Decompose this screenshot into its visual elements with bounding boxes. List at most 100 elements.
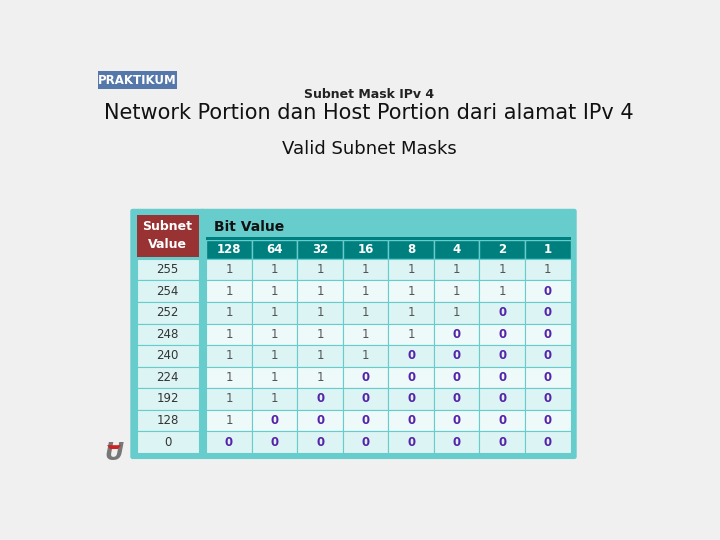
- Bar: [252, 323, 297, 345]
- Text: 1: 1: [225, 414, 233, 427]
- Bar: [343, 302, 388, 323]
- Bar: [434, 280, 480, 302]
- Text: 0: 0: [361, 393, 369, 406]
- Bar: [137, 280, 199, 302]
- Text: 0: 0: [361, 414, 369, 427]
- Bar: [206, 345, 252, 367]
- Bar: [480, 240, 525, 259]
- Bar: [343, 280, 388, 302]
- Text: 0: 0: [544, 393, 552, 406]
- Text: 1: 1: [408, 285, 415, 298]
- Text: 0: 0: [544, 414, 552, 427]
- Bar: [252, 431, 297, 453]
- Bar: [137, 256, 199, 259]
- Bar: [388, 410, 434, 431]
- Bar: [343, 410, 388, 431]
- Text: 1: 1: [408, 306, 415, 319]
- Text: 1: 1: [362, 285, 369, 298]
- Text: 1: 1: [316, 285, 324, 298]
- Text: 16: 16: [357, 242, 374, 256]
- Text: 0: 0: [361, 436, 369, 449]
- Bar: [525, 323, 570, 345]
- Bar: [480, 367, 525, 388]
- Text: 1: 1: [316, 349, 324, 362]
- Bar: [388, 388, 434, 410]
- Text: 8: 8: [407, 242, 415, 256]
- Bar: [434, 240, 480, 259]
- Bar: [252, 388, 297, 410]
- Bar: [297, 240, 343, 259]
- Bar: [297, 410, 343, 431]
- Bar: [137, 215, 199, 259]
- Bar: [343, 367, 388, 388]
- Text: 1: 1: [408, 328, 415, 341]
- Bar: [434, 259, 480, 280]
- Bar: [480, 323, 525, 345]
- Text: 240: 240: [156, 349, 179, 362]
- Bar: [434, 410, 480, 431]
- Bar: [434, 323, 480, 345]
- Bar: [297, 323, 343, 345]
- Bar: [252, 240, 297, 259]
- Bar: [525, 240, 570, 259]
- Text: 0: 0: [498, 414, 506, 427]
- Bar: [206, 367, 252, 388]
- Bar: [525, 388, 570, 410]
- Bar: [137, 302, 199, 323]
- Text: 0: 0: [498, 306, 506, 319]
- Bar: [252, 302, 297, 323]
- Text: Bit Value: Bit Value: [214, 220, 284, 234]
- Bar: [388, 345, 434, 367]
- Polygon shape: [107, 445, 121, 449]
- Text: 1: 1: [498, 263, 506, 276]
- Bar: [297, 302, 343, 323]
- Text: 0: 0: [544, 371, 552, 384]
- Text: 1: 1: [544, 242, 552, 256]
- Bar: [434, 367, 480, 388]
- Text: 254: 254: [156, 285, 179, 298]
- Text: 0: 0: [453, 393, 461, 406]
- Bar: [525, 367, 570, 388]
- Text: 0: 0: [407, 436, 415, 449]
- Text: 4: 4: [453, 242, 461, 256]
- Text: 1: 1: [453, 306, 460, 319]
- Bar: [206, 302, 252, 323]
- Bar: [525, 302, 570, 323]
- Text: 1: 1: [316, 306, 324, 319]
- Text: Subnet Mask IPv 4: Subnet Mask IPv 4: [304, 87, 434, 100]
- Bar: [137, 431, 199, 453]
- Bar: [480, 388, 525, 410]
- Text: 0: 0: [453, 436, 461, 449]
- Text: 0: 0: [453, 414, 461, 427]
- Text: 0: 0: [164, 436, 171, 449]
- Text: 0: 0: [271, 414, 279, 427]
- Text: 0: 0: [453, 349, 461, 362]
- Bar: [297, 259, 343, 280]
- Text: 1: 1: [225, 306, 233, 319]
- Bar: [206, 215, 570, 240]
- Text: PRAKTIKUM: PRAKTIKUM: [98, 73, 176, 87]
- Text: 1: 1: [271, 371, 279, 384]
- Text: Subnet
Value: Subnet Value: [143, 220, 192, 251]
- Text: 252: 252: [156, 306, 179, 319]
- Text: 0: 0: [271, 436, 279, 449]
- Text: 0: 0: [407, 414, 415, 427]
- Text: 0: 0: [544, 285, 552, 298]
- Bar: [343, 323, 388, 345]
- Text: 248: 248: [156, 328, 179, 341]
- Bar: [297, 345, 343, 367]
- Text: 0: 0: [498, 436, 506, 449]
- Text: 0: 0: [498, 371, 506, 384]
- Text: 224: 224: [156, 371, 179, 384]
- Text: 2: 2: [498, 242, 506, 256]
- Bar: [388, 280, 434, 302]
- Text: 0: 0: [544, 349, 552, 362]
- Bar: [252, 280, 297, 302]
- Bar: [434, 345, 480, 367]
- Bar: [297, 431, 343, 453]
- Text: 0: 0: [498, 393, 506, 406]
- Bar: [206, 237, 570, 240]
- Bar: [434, 388, 480, 410]
- Text: 0: 0: [361, 371, 369, 384]
- Text: 1: 1: [271, 285, 279, 298]
